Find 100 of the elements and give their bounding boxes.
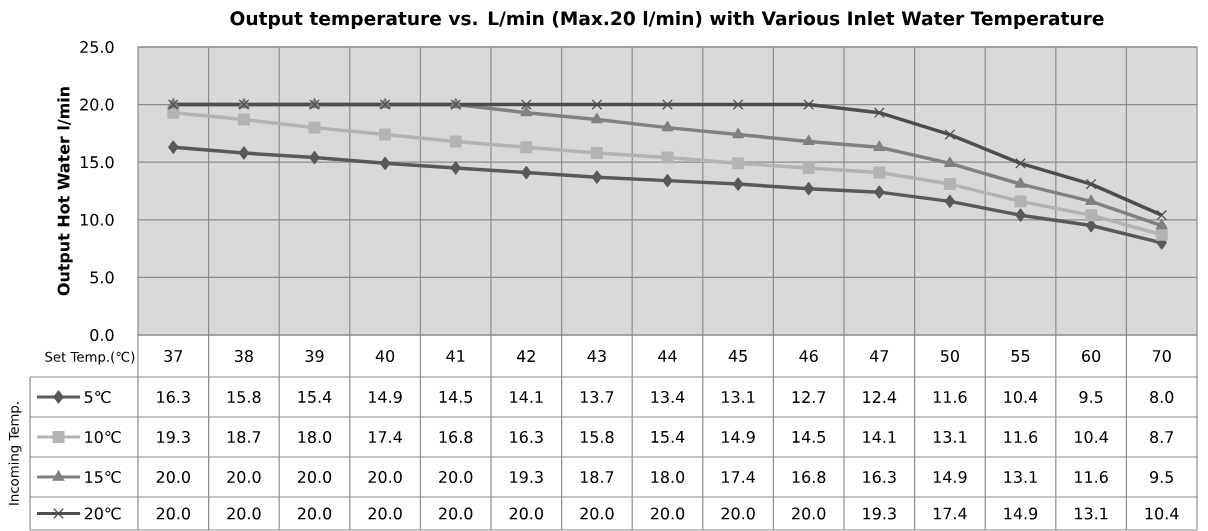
data-label: 20.0	[721, 507, 755, 520]
data-label: 14.9	[1004, 507, 1038, 520]
data-label: 20.0	[792, 507, 826, 520]
data-label: 19.3	[863, 507, 896, 520]
point	[238, 146, 250, 160]
point	[1014, 195, 1027, 208]
point	[379, 128, 392, 141]
point	[873, 166, 886, 179]
data-label: 10.4	[1004, 390, 1038, 404]
point	[944, 156, 956, 168]
data-label: 19.3	[157, 430, 190, 444]
data-label: 17.4	[369, 431, 402, 443]
point	[661, 120, 674, 132]
point	[591, 170, 603, 184]
data-label: 12.4	[863, 391, 897, 403]
point	[237, 113, 250, 126]
data-label: 11.6	[1004, 430, 1038, 444]
point	[802, 161, 815, 174]
data-label: 16.3	[157, 390, 190, 404]
data-label: 20.0	[580, 507, 614, 520]
point	[520, 106, 533, 117]
point	[379, 156, 391, 170]
data-label: 8.0	[1150, 390, 1174, 404]
x-tick-label: 46	[799, 349, 818, 363]
data-label: 18.0	[298, 430, 332, 444]
data-label: 20.0	[650, 507, 685, 520]
data-label: 15.4	[298, 391, 332, 403]
point	[590, 147, 603, 159]
legend-label: 20℃	[84, 507, 121, 520]
point	[732, 99, 744, 110]
point	[450, 161, 461, 175]
x-axis-title: Set Temp.(℃)	[45, 351, 135, 365]
data-label: 14.9	[933, 470, 967, 484]
chart-title: Output temperature vs. L/min (Max.20 l/min) with Various Inlet Water Temperature	[230, 11, 1104, 29]
data-label: 20.0	[368, 470, 402, 484]
data-label: 9.5	[1079, 390, 1103, 404]
data-label: 16.8	[439, 430, 473, 444]
x-tick-label: 42	[516, 350, 535, 362]
y-tick-label: 15.0	[80, 156, 114, 169]
data-label: 13.4	[651, 390, 685, 404]
point	[944, 129, 956, 140]
x-tick-label: 60	[1082, 349, 1101, 363]
x-tick-label: 45	[728, 350, 747, 362]
x-tick-label: 43	[587, 349, 606, 363]
point	[1015, 208, 1026, 222]
data-label: 13.1	[1075, 507, 1108, 520]
data-label: 18.0	[651, 470, 685, 484]
x-tick-label: 55	[1011, 350, 1030, 362]
data-label: 9.5	[1150, 470, 1173, 484]
data-label: 20.0	[297, 507, 332, 520]
x-tick-label: 39	[305, 349, 324, 363]
point	[308, 121, 321, 134]
data-label: 14.1	[510, 391, 543, 403]
point	[732, 157, 745, 170]
point	[802, 134, 815, 146]
x-tick-label: 47	[869, 350, 889, 362]
data-label: 20.0	[297, 470, 332, 484]
point	[1014, 177, 1027, 188]
point	[732, 177, 744, 191]
data-label: 16.8	[792, 470, 826, 484]
x-tick-label: 44	[658, 350, 677, 362]
point	[874, 185, 885, 199]
point	[661, 151, 674, 164]
point	[944, 194, 956, 209]
data-label: 20.0	[227, 470, 261, 484]
data-label: 20.0	[368, 507, 402, 520]
y-tick-label: 10.0	[80, 213, 114, 226]
data-label: 13.1	[722, 390, 755, 404]
data-label: 10.4	[1145, 507, 1179, 520]
data-label: 17.4	[933, 507, 967, 520]
data-label: 18.7	[227, 430, 261, 444]
legend-label: 10℃	[85, 430, 121, 444]
data-label: 13.1	[933, 430, 967, 444]
point	[449, 135, 462, 148]
data-label: 14.9	[369, 390, 402, 404]
point	[873, 107, 885, 119]
data-label: 14.5	[439, 391, 473, 403]
point	[803, 182, 814, 196]
point	[662, 99, 673, 110]
data-label: 10.4	[1075, 430, 1108, 444]
data-label: 16.3	[863, 470, 896, 484]
point	[520, 99, 532, 110]
data-label: 18.7	[580, 470, 614, 484]
point	[168, 140, 179, 154]
data-label: 20.0	[227, 507, 261, 520]
x-tick-label: 40	[375, 349, 395, 363]
data-label: 13.1	[1004, 470, 1037, 484]
point	[732, 127, 744, 139]
y-tick-label: 0.0	[90, 328, 114, 342]
data-label: 17.4	[722, 471, 755, 483]
data-label: 12.7	[792, 391, 826, 403]
legend-label: 15℃	[85, 470, 121, 484]
x-tick-label: 50	[940, 349, 959, 363]
point	[591, 99, 603, 110]
point	[520, 141, 533, 154]
point	[943, 178, 956, 191]
data-label: 14.5	[792, 431, 826, 443]
x-tick-label: 38	[234, 349, 253, 363]
data-label: 11.6	[933, 390, 967, 404]
point	[1155, 228, 1168, 241]
